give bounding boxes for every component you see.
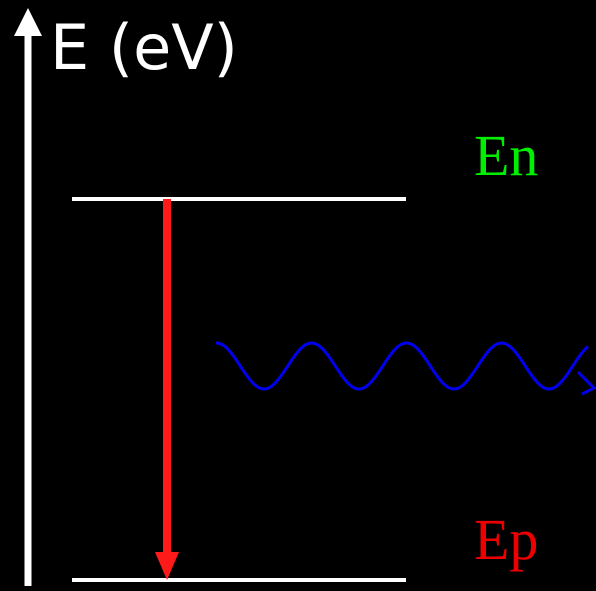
- photon-wave: [215, 341, 590, 391]
- photon-arrowhead: [576, 370, 596, 396]
- upper-level-label: En: [474, 123, 539, 188]
- transition-arrowhead: [155, 552, 179, 580]
- energy-axis-arrowhead: [14, 8, 42, 36]
- lower-level-label: Ep: [474, 507, 539, 572]
- energy-axis-label: E (eV): [50, 11, 238, 84]
